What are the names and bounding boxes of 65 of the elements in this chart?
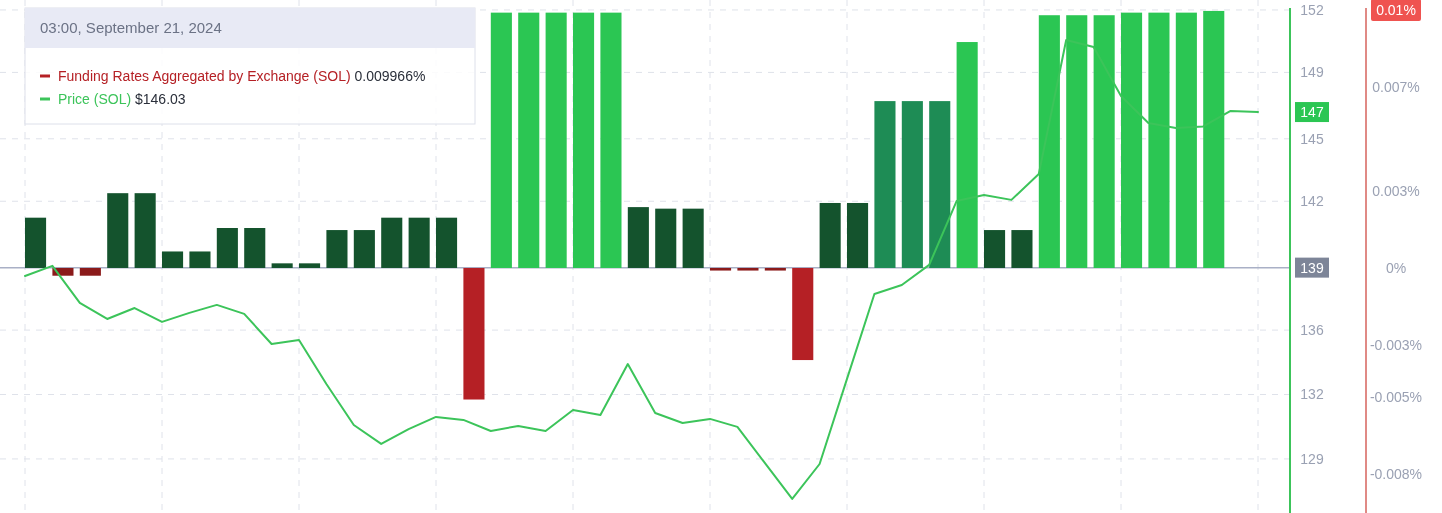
bar: [737, 267, 759, 271]
bar: [1148, 12, 1170, 268]
bar: [189, 251, 211, 268]
bar: [1038, 15, 1060, 268]
bar: [929, 101, 951, 268]
bar: [847, 202, 869, 268]
text: 147: [1300, 103, 1324, 120]
line-series: [24, 39, 1259, 500]
y-tick-label: 132: [1300, 386, 1324, 403]
bar: [1121, 12, 1143, 268]
bar: [819, 202, 841, 268]
bar: [436, 217, 458, 268]
bar: [244, 228, 266, 268]
bar: [764, 267, 786, 271]
bar: [600, 12, 622, 268]
bar: [353, 230, 375, 268]
bar: [545, 12, 567, 268]
y2-tick-label: 0.003%: [1372, 182, 1420, 199]
bar: [984, 230, 1006, 268]
legend-label: Price (SOL): [58, 90, 132, 107]
bar: [1175, 12, 1197, 268]
bar: [682, 208, 704, 268]
bar: [1066, 15, 1088, 268]
annotation: $146.03: [131, 90, 186, 107]
y-tick-label: 142: [1300, 193, 1324, 210]
bar: [518, 12, 540, 268]
y-tick-label: 145: [1300, 130, 1324, 147]
bar: [381, 217, 403, 268]
bar: [463, 267, 485, 400]
bar: [107, 193, 129, 268]
bar: [573, 12, 595, 268]
bar: [901, 101, 923, 268]
bar: [1203, 10, 1225, 268]
bar: [216, 228, 238, 268]
bar: [326, 230, 348, 268]
bar: [79, 267, 101, 276]
y-tick-label: 129: [1300, 450, 1324, 467]
y2-tick-label: -0.008%: [1369, 466, 1423, 483]
bar: [627, 207, 649, 268]
text: 03:00, September 21, 2024: [40, 19, 222, 37]
bar: [956, 42, 978, 268]
y2-tick-label: -0.005%: [1369, 388, 1423, 405]
bar: [408, 217, 430, 268]
y2-tick-label: 0.007%: [1372, 79, 1420, 96]
bar: [25, 217, 47, 268]
y-tick-label: 149: [1300, 64, 1324, 81]
y2-tick-label: -0.003%: [1369, 337, 1423, 354]
annotation: 0.009966%: [350, 67, 426, 84]
bar: [874, 101, 896, 268]
ref-line-label: 139: [1300, 259, 1324, 276]
y2-tick-label: 0%: [1385, 259, 1407, 276]
bar: [710, 267, 732, 271]
y-tick-label: 136: [1300, 321, 1324, 338]
bar: [162, 251, 184, 268]
legend-label: Funding Rates Aggregated by Exchange (SOL): [58, 67, 351, 84]
bar: [792, 267, 814, 361]
y2-tick-label: 0.01%: [1376, 1, 1416, 18]
y-tick-label: 152: [1300, 1, 1324, 18]
bar: [299, 263, 321, 268]
bar: [134, 193, 156, 268]
bar: [655, 208, 677, 268]
bar: [1011, 230, 1033, 268]
bar: [490, 12, 512, 268]
bar: [1093, 15, 1115, 268]
bar: [271, 263, 293, 268]
